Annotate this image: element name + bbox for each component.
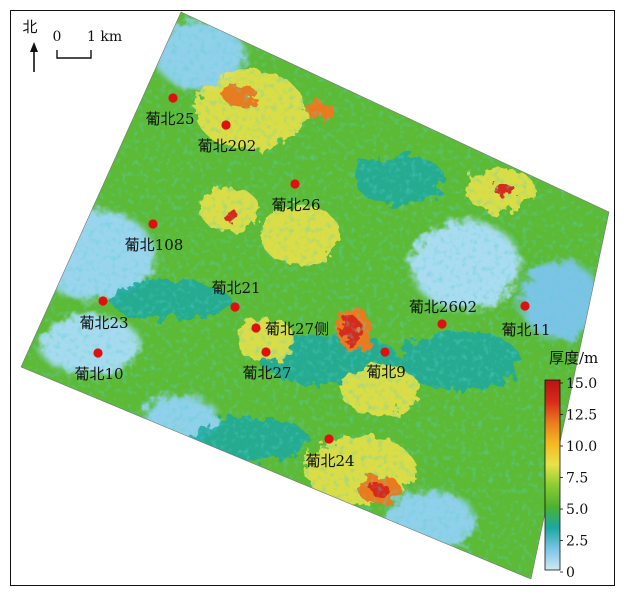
well-label: 葡北27侧 <box>265 320 329 338</box>
scale-bar: 0 1 km <box>53 29 122 59</box>
well: 葡北27 <box>242 347 292 382</box>
well-marker-icon <box>230 302 240 312</box>
legend-ticks: 15.0 12.5 10.0 7.5 5.0 2.5 0 <box>560 376 597 581</box>
well-label: 葡北108 <box>125 236 184 254</box>
north-label: 北 <box>22 18 37 36</box>
well-label: 葡北27 <box>242 364 291 382</box>
well-label: 葡北24 <box>305 452 354 470</box>
legend-tick-label: 0 <box>566 565 575 581</box>
legend-tick-label: 15.0 <box>566 376 597 392</box>
well-marker-icon <box>98 296 108 306</box>
well-label: 葡北2602 <box>409 298 477 316</box>
thickness-legend: 厚度/m 15.0 12.5 10.0 7.5 5.0 2.5 0 <box>544 349 598 581</box>
well-label: 葡北26 <box>271 196 320 214</box>
well: 葡北9 <box>366 347 406 381</box>
well: 葡北26 <box>271 179 321 214</box>
well-marker-icon <box>93 348 103 358</box>
legend-tick-label: 5.0 <box>566 502 588 518</box>
well: 葡北108 <box>125 219 184 254</box>
legend-tick-label: 2.5 <box>566 534 588 550</box>
scale-start-label: 0 <box>53 29 62 45</box>
well: 葡北2602 <box>409 298 477 329</box>
legend-tick-label: 10.0 <box>566 439 597 455</box>
survey-outline <box>20 11 610 580</box>
well-marker-icon <box>168 93 178 103</box>
well-label: 葡北21 <box>211 279 260 297</box>
well-marker-icon <box>290 179 300 189</box>
well-marker-icon <box>380 347 390 357</box>
legend-tick-label: 7.5 <box>566 471 588 487</box>
well: 葡北11 <box>501 301 551 339</box>
north-arrow-icon <box>30 42 38 72</box>
well-label: 葡北25 <box>145 110 194 128</box>
well-label: 葡北10 <box>74 365 123 383</box>
north-arrow: 北 <box>22 18 38 72</box>
well-marker-icon <box>437 319 447 329</box>
well: 葡北202 <box>198 120 257 155</box>
well-marker-icon <box>324 434 334 444</box>
well-marker-icon <box>251 323 261 333</box>
well: 葡北25 <box>145 93 195 128</box>
well-label: 葡北9 <box>366 363 406 381</box>
scale-end-label: 1 km <box>87 29 122 45</box>
legend-title: 厚度/m <box>549 349 598 367</box>
well-label: 葡北23 <box>79 314 128 332</box>
well-marker-icon <box>520 301 530 311</box>
legend-tick-label: 12.5 <box>566 408 597 424</box>
well: 葡北10 <box>74 348 124 383</box>
well: 葡北24 <box>305 434 355 470</box>
well: 葡北27侧 <box>251 320 329 338</box>
legend-colorbar <box>544 379 561 571</box>
well-marker-icon <box>148 219 158 229</box>
well: 葡北23 <box>79 296 129 332</box>
well: 葡北21 <box>211 279 261 312</box>
well-label: 葡北11 <box>501 321 550 339</box>
well-marker-icon <box>221 120 231 130</box>
well-marker-icon <box>261 347 271 357</box>
well-label: 葡北202 <box>198 137 257 155</box>
